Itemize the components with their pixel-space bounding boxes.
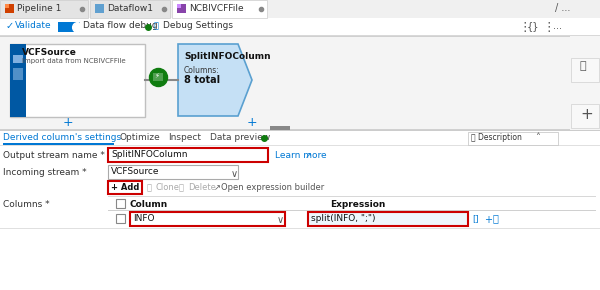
Text: 🗑: 🗑 (493, 213, 499, 223)
Text: +: + (484, 215, 492, 225)
Text: Incoming stream *: Incoming stream * (3, 168, 86, 177)
Bar (0, 228, 600, 229)
Bar (0, 145, 600, 146)
Text: ⭕: ⭕ (154, 21, 159, 30)
Text: Debug Settings: Debug Settings (163, 21, 233, 30)
Bar (108, 196, 596, 197)
Bar (108, 148, 268, 162)
Text: Optimize: Optimize (120, 133, 161, 142)
Bar (0, 36, 570, 37)
Text: + Add: + Add (111, 183, 139, 192)
Bar (0, 0, 88, 18)
Text: split(INFO, ";"): split(INFO, ";") (311, 214, 376, 223)
Bar (5, 4, 9, 8)
Bar (177, 4, 186, 13)
Text: ⎘: ⎘ (147, 183, 152, 192)
Text: +: + (62, 116, 73, 129)
Text: Validate: Validate (15, 21, 52, 30)
Text: Pipeline 1: Pipeline 1 (17, 4, 61, 13)
Text: Columns *: Columns * (3, 200, 50, 209)
Text: Column: Column (130, 200, 168, 209)
Text: ↗: ↗ (214, 183, 221, 192)
Text: {}: {} (527, 21, 539, 31)
Text: +: + (247, 116, 257, 129)
Bar (172, 0, 267, 18)
Bar (571, 104, 599, 128)
Bar (10, 44, 145, 117)
Text: 🗑: 🗑 (179, 183, 184, 192)
Text: / ...: / ... (555, 3, 571, 13)
Text: Import data from NCBIVCFFile: Import data from NCBIVCFFile (22, 58, 125, 64)
Bar (153, 73, 163, 81)
Text: Derived column's settings: Derived column's settings (3, 133, 121, 142)
Bar (0, 18, 600, 36)
Bar (13, 55, 23, 63)
Text: ⚡: ⚡ (154, 73, 159, 79)
Text: Expression: Expression (330, 200, 385, 209)
Bar (0, 0, 600, 18)
Bar (5, 4, 14, 13)
Bar (571, 58, 599, 82)
Text: 🔍: 🔍 (579, 61, 586, 71)
Text: ∨: ∨ (277, 215, 284, 225)
Text: 💬 Description: 💬 Description (471, 133, 522, 142)
Bar (13, 68, 23, 80)
Text: ⋮: ⋮ (542, 21, 554, 34)
Text: ⋮: ⋮ (518, 21, 530, 34)
Bar (270, 126, 290, 130)
Text: INFO: INFO (133, 214, 155, 223)
Text: Learn more: Learn more (275, 151, 326, 160)
Text: Dataflow1: Dataflow1 (107, 4, 153, 13)
Bar (130, 212, 285, 226)
Text: 8 total: 8 total (184, 75, 220, 85)
Text: Clone: Clone (155, 183, 179, 192)
Bar (116, 199, 125, 208)
Text: ...: ... (553, 21, 562, 31)
Text: Data flow debug: Data flow debug (83, 21, 158, 30)
Polygon shape (178, 44, 252, 116)
Text: ∨: ∨ (231, 169, 238, 179)
Text: Delete: Delete (188, 183, 216, 192)
Text: ↗: ↗ (305, 151, 312, 160)
Text: VCFSource: VCFSource (22, 48, 77, 57)
Text: SplitINFOColumn: SplitINFOColumn (184, 52, 271, 61)
Bar (0, 35, 600, 36)
Bar (108, 181, 142, 194)
Text: ✓: ✓ (6, 21, 14, 31)
Bar (177, 4, 181, 8)
Bar (90, 0, 170, 18)
Bar (308, 212, 468, 226)
Bar (95, 4, 104, 13)
Bar (10, 44, 26, 117)
Bar (0, 129, 570, 130)
Text: SplitINFOColumn: SplitINFOColumn (111, 150, 187, 159)
Text: Output stream name *: Output stream name * (3, 151, 105, 160)
Bar (0, 130, 600, 131)
Bar (3, 143, 114, 145)
Bar (58, 22, 80, 32)
Text: Data preview: Data preview (210, 133, 270, 142)
Text: Inspect: Inspect (168, 133, 201, 142)
Text: Open expression builder: Open expression builder (221, 183, 324, 192)
Bar (108, 165, 238, 179)
Text: []: [] (472, 214, 479, 223)
Bar (108, 210, 596, 211)
Text: ˄: ˄ (535, 133, 540, 143)
Text: +: + (580, 107, 593, 122)
Bar (0, 36, 570, 130)
Text: VCFSource: VCFSource (111, 167, 160, 176)
Text: Columns:: Columns: (184, 66, 220, 75)
Bar (116, 214, 125, 223)
Text: NCBIVCFFile: NCBIVCFFile (189, 4, 244, 13)
Bar (468, 132, 558, 145)
Bar (0, 130, 600, 290)
